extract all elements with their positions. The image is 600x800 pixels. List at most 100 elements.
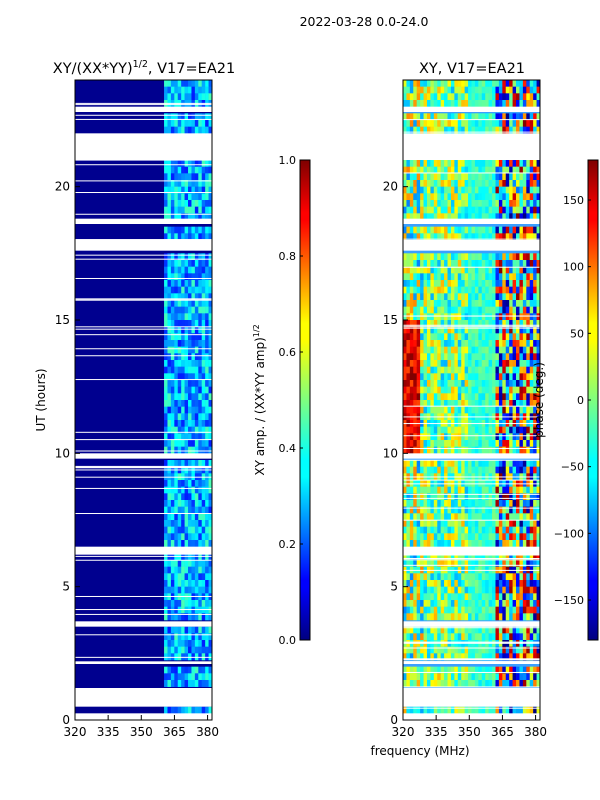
right-heatmap-cell xyxy=(430,173,435,181)
left-heatmap-cell xyxy=(201,233,206,241)
right-heatmap-cell xyxy=(502,600,507,607)
right-heatmap-cell xyxy=(536,300,541,307)
right-heatmap-cell xyxy=(474,613,479,621)
right-heatmap-cell xyxy=(420,560,424,567)
right-heatmap-cell xyxy=(440,600,445,607)
right-heatmap-cell xyxy=(440,613,445,621)
right-heatmap-cell xyxy=(526,560,531,567)
right-heatmap-cell xyxy=(454,293,459,301)
right-heatmap-cell xyxy=(536,586,541,594)
left-heatmap-cell xyxy=(194,386,199,394)
right-heatmap-cell xyxy=(430,113,435,121)
right-heatmap-cell xyxy=(519,540,524,547)
left-heatmap-cell xyxy=(208,666,213,674)
right-heatmap-cell xyxy=(447,520,452,527)
right-heatmap-cell xyxy=(423,553,428,561)
right-heatmap-cell xyxy=(403,573,407,581)
right-heatmap-cell xyxy=(533,386,537,394)
right-heatmap-cell xyxy=(512,446,517,454)
right-heatmap-cell xyxy=(416,626,421,634)
left-heatmap-cell xyxy=(181,666,185,674)
right-heatmap-cell xyxy=(450,160,455,167)
right-heatmap-cell xyxy=(416,646,421,654)
right-heatmap-cell xyxy=(437,86,441,94)
right-heatmap-cell xyxy=(509,540,513,547)
right-heatmap-cell xyxy=(464,613,469,621)
right-heatmap-cell xyxy=(481,80,486,87)
right-heatmap-cell xyxy=(413,593,417,601)
left-heatmap-cell xyxy=(208,186,213,194)
right-heatmap-cell xyxy=(450,380,455,387)
left-heatmap-cell xyxy=(205,173,209,181)
right-heatmap-cell xyxy=(437,366,441,374)
right-heatmap-cell xyxy=(440,433,445,441)
right-heatmap-cell xyxy=(471,180,476,187)
right-heatmap-cell xyxy=(457,646,462,654)
right-heatmap-cell xyxy=(474,346,479,354)
left-heatmap-cell xyxy=(208,613,213,621)
left-heatmap-cell xyxy=(170,573,175,581)
right-heatmap-cell xyxy=(450,320,455,327)
right-heatmap-cell xyxy=(406,386,411,394)
right-heatmap-cell xyxy=(444,680,448,687)
right-heatmap-cell xyxy=(426,580,431,587)
right-heatmap-cell xyxy=(406,306,411,314)
right-heatmap-cell xyxy=(519,506,524,514)
right-heatmap-cell xyxy=(447,80,452,87)
left-flag-line xyxy=(75,213,212,215)
right-heatmap-cell xyxy=(413,173,417,181)
left-heatmap-cell xyxy=(170,406,175,414)
right-heatmap-cell xyxy=(423,120,428,127)
right-heatmap-cell xyxy=(447,280,452,287)
right-heatmap-cell xyxy=(454,380,459,387)
right-heatmap-cell xyxy=(461,460,465,467)
right-heatmap-cell xyxy=(498,520,503,527)
right-flag-line xyxy=(403,447,540,449)
right-heatmap-cell xyxy=(522,360,527,367)
right-heatmap-cell xyxy=(423,440,428,447)
left-heatmap-cell xyxy=(164,486,168,494)
right-heatmap-cell xyxy=(488,506,493,514)
right-heatmap-cell xyxy=(454,573,459,581)
left-heatmap-cell xyxy=(184,286,189,294)
right-heatmap-cell xyxy=(447,460,452,467)
right-heatmap-cell xyxy=(437,226,441,234)
left-flag-line xyxy=(75,164,212,166)
right-heatmap-cell xyxy=(488,233,493,241)
right-heatmap-cell xyxy=(529,253,534,261)
right-heatmap-cell xyxy=(485,346,489,354)
right-heatmap-cell xyxy=(485,306,489,314)
right-heatmap-cell xyxy=(505,213,510,221)
right-heatmap-cell xyxy=(522,586,527,594)
right-flag-line xyxy=(403,315,540,317)
right-heatmap-cell xyxy=(437,300,441,307)
right-heatmap-cell xyxy=(526,280,531,287)
right-heatmap-cell xyxy=(526,706,531,714)
right-heatmap-cell xyxy=(471,260,476,267)
right-heatmap-cell xyxy=(423,706,428,714)
left-heatmap-cell xyxy=(177,600,182,607)
right-heatmap-cell xyxy=(416,113,421,121)
right-heatmap-cell xyxy=(437,606,441,614)
right-heatmap-cell xyxy=(461,186,465,194)
right-heatmap-cell xyxy=(447,666,452,674)
right-heatmap-cell xyxy=(474,673,479,681)
right-heatmap-cell xyxy=(420,326,424,334)
right-heatmap-cell xyxy=(474,406,479,414)
right-heatmap-cell xyxy=(403,626,407,634)
right-heatmap-cell xyxy=(474,340,479,347)
left-heatmap-cell xyxy=(167,293,172,301)
right-heatmap-cell xyxy=(426,120,431,127)
right-heatmap-cell xyxy=(420,193,424,201)
right-heatmap-cell xyxy=(485,120,489,127)
right-heatmap-cell xyxy=(512,186,517,194)
right-heatmap-cell xyxy=(536,340,541,347)
left-heatmap-cell xyxy=(174,160,179,167)
right-heatmap-cell xyxy=(526,606,531,614)
right-heatmap-cell xyxy=(481,86,486,94)
right-heatmap-cell xyxy=(437,426,441,434)
right-heatmap-cell xyxy=(526,346,531,354)
right-heatmap-cell xyxy=(522,286,527,294)
left-heatmap-cell xyxy=(205,533,209,541)
left-heatmap-cell xyxy=(174,213,179,221)
